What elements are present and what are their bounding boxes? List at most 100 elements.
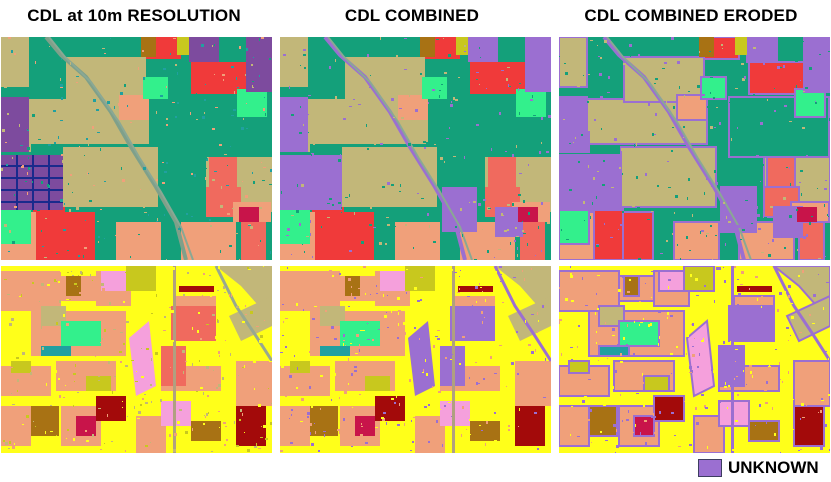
pixel-noise [646, 366, 649, 369]
pixel-noise [777, 66, 780, 69]
pixel-noise [733, 392, 734, 395]
pixel-noise [178, 173, 179, 176]
pixel-noise [648, 324, 650, 327]
pixel-noise [259, 38, 260, 41]
pixel-noise [49, 46, 50, 47]
pixel-noise [417, 343, 418, 345]
pixel-noise [120, 92, 123, 95]
field-parcel [728, 305, 775, 342]
pixel-noise [670, 353, 673, 355]
pixel-noise [601, 128, 602, 130]
pixel-noise [185, 431, 188, 434]
pixel-noise [164, 214, 165, 216]
pixel-noise [173, 267, 175, 270]
pixel-noise [205, 84, 206, 85]
legend: UNKNOWN [698, 458, 819, 478]
pixel-noise [788, 340, 789, 341]
pixel-noise [399, 149, 401, 151]
pixel-noise [216, 387, 218, 389]
pixel-noise [681, 37, 682, 39]
pixel-noise [582, 277, 583, 280]
pixel-noise [448, 402, 451, 403]
pixel-noise [531, 314, 534, 315]
pixel-noise [597, 275, 600, 276]
pixel-noise [307, 412, 310, 415]
pixel-noise [679, 86, 680, 89]
pixel-noise [260, 335, 263, 338]
pixel-noise [654, 134, 656, 135]
pixel-noise [387, 295, 388, 296]
pixel-noise [325, 304, 327, 306]
pixel-noise [107, 101, 110, 104]
pixel-noise [582, 400, 585, 403]
field-parcel [290, 361, 310, 373]
pixel-noise [673, 106, 675, 109]
pixel-noise [436, 420, 438, 423]
pixel-noise [166, 162, 168, 164]
panel-top-eroded-image [559, 37, 830, 260]
pixel-noise [718, 402, 721, 403]
pixel-noise [359, 344, 360, 347]
pixel-noise [614, 159, 617, 160]
pixel-noise [675, 366, 678, 367]
pixel-noise [641, 403, 642, 404]
pixel-noise [27, 129, 28, 130]
field-parcel [683, 266, 715, 292]
pixel-noise [724, 280, 726, 283]
pixel-noise [68, 299, 71, 300]
pixel-noise [397, 424, 400, 426]
pixel-noise [611, 187, 614, 188]
pixel-noise [143, 77, 145, 80]
pixel-noise [643, 152, 646, 154]
pixel-noise [285, 346, 287, 348]
pixel-noise [345, 421, 348, 423]
pixel-noise [683, 126, 685, 128]
pixel-noise [632, 204, 635, 207]
pixel-noise [461, 91, 462, 93]
pixel-noise [802, 270, 804, 273]
pixel-noise [156, 221, 158, 222]
pixel-noise [817, 188, 818, 189]
pixel-noise [784, 105, 787, 107]
pixel-noise [258, 448, 261, 449]
pixel-noise [282, 346, 284, 347]
panel-bottom-10m [1, 266, 272, 453]
pixel-noise [736, 376, 738, 377]
pixel-noise [53, 110, 56, 112]
pixel-noise [162, 182, 165, 184]
pixel-noise [501, 302, 504, 303]
pixel-noise [141, 348, 142, 349]
pixel-noise [223, 79, 224, 81]
pixel-noise [86, 395, 88, 396]
pixel-noise [632, 432, 634, 433]
pixel-noise [727, 407, 728, 409]
pixel-noise [740, 239, 742, 240]
pixel-noise [399, 77, 401, 78]
pixel-noise [652, 437, 653, 439]
field-parcel [793, 360, 830, 407]
pixel-noise [240, 409, 242, 412]
pixel-noise [518, 50, 521, 51]
pixel-noise [197, 330, 199, 333]
pixel-noise [98, 236, 100, 238]
pixel-noise [479, 84, 480, 85]
pixel-noise [38, 139, 41, 140]
pixel-noise [585, 333, 587, 335]
pixel-noise [671, 373, 672, 374]
pixel-noise [423, 440, 426, 441]
pixel-noise [482, 321, 483, 324]
pixel-noise [343, 340, 345, 341]
pixel-noise [735, 88, 738, 89]
pixel-noise [302, 244, 303, 245]
pixel-noise [714, 170, 716, 173]
pixel-noise [338, 159, 341, 162]
pixel-noise [311, 443, 314, 446]
pixel-noise [60, 270, 62, 272]
pixel-noise [704, 285, 706, 287]
pixel-noise [533, 115, 536, 116]
pixel-noise [494, 440, 497, 443]
pixel-noise [296, 303, 298, 306]
pixel-noise [803, 91, 805, 92]
pixel-noise [246, 128, 248, 129]
pixel-noise [204, 112, 205, 114]
